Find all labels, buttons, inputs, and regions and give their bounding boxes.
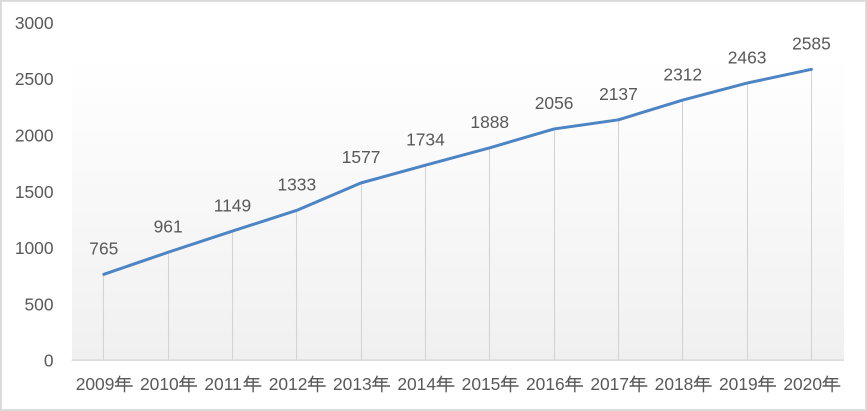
svg-text:2020: 2020 <box>783 374 822 394</box>
svg-text:1888: 1888 <box>470 112 509 132</box>
svg-text:2137: 2137 <box>599 84 638 104</box>
svg-text:2010: 2010 <box>140 374 179 394</box>
svg-text:2500: 2500 <box>15 69 54 89</box>
svg-text:2463: 2463 <box>728 47 767 67</box>
svg-text:1333: 1333 <box>277 175 316 195</box>
svg-text:2018: 2018 <box>655 374 694 394</box>
svg-text:765: 765 <box>89 239 118 259</box>
svg-text:2000: 2000 <box>15 125 54 145</box>
svg-text:2585: 2585 <box>792 34 831 54</box>
svg-text:2013: 2013 <box>333 374 372 394</box>
svg-text:1149: 1149 <box>214 195 251 215</box>
svg-text:3000: 3000 <box>15 13 54 33</box>
svg-text:961: 961 <box>154 217 183 237</box>
svg-text:1577: 1577 <box>342 147 381 167</box>
svg-text:2009: 2009 <box>76 374 115 394</box>
svg-text:2014: 2014 <box>397 374 436 394</box>
svg-text:1734: 1734 <box>406 129 445 149</box>
svg-text:2016: 2016 <box>526 374 565 394</box>
svg-text:1000: 1000 <box>15 238 54 258</box>
svg-text:2011: 2011 <box>204 374 241 394</box>
svg-text:2019: 2019 <box>719 374 758 394</box>
svg-text:2012: 2012 <box>269 374 308 394</box>
svg-text:1500: 1500 <box>15 182 54 202</box>
svg-text:2015: 2015 <box>462 374 501 394</box>
svg-text:2017: 2017 <box>590 374 629 394</box>
svg-text:2312: 2312 <box>663 64 702 84</box>
svg-text:500: 500 <box>24 294 53 314</box>
svg-text:0: 0 <box>44 351 54 371</box>
svg-text:2056: 2056 <box>535 93 574 113</box>
